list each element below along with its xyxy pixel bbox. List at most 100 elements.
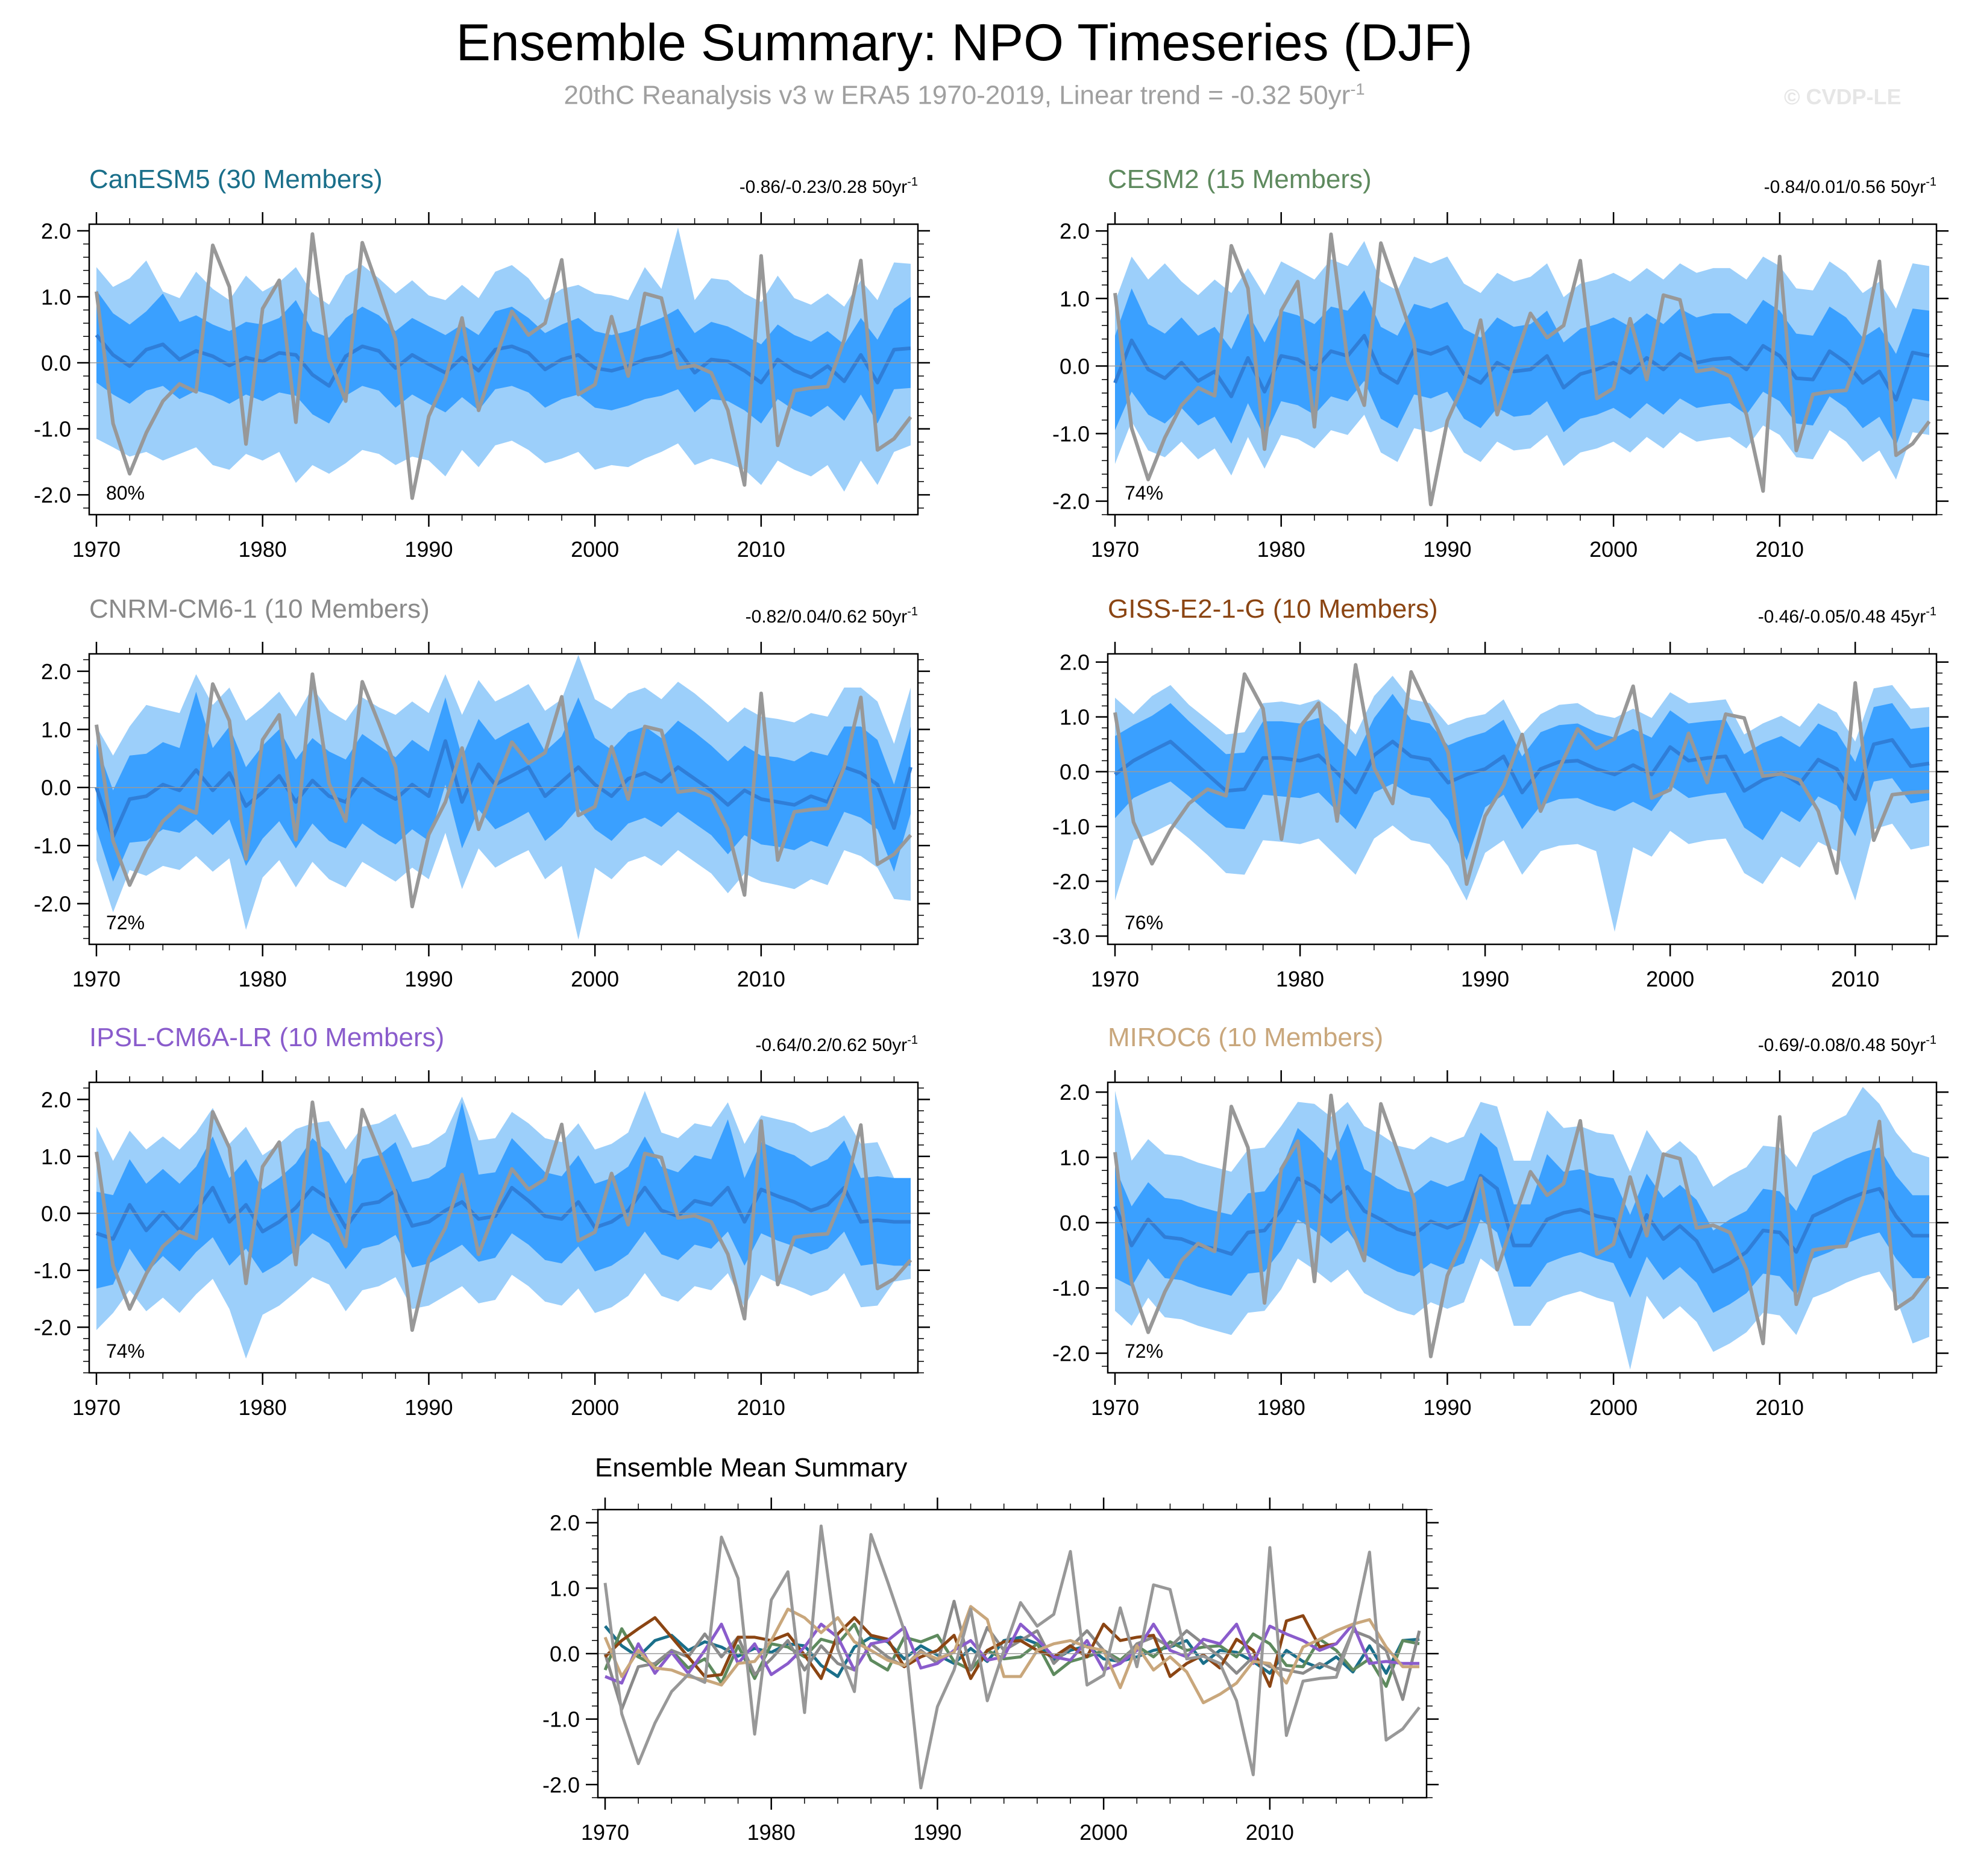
x-tick-label: 1970	[72, 537, 121, 562]
y-tick-label: 0.0	[1060, 354, 1090, 378]
page-title: Ensemble Summary: NPO Timeseries (DJF)	[456, 14, 1473, 72]
inner-percentile-band	[1115, 694, 1929, 861]
x-tick-label: 1980	[239, 1395, 287, 1420]
trend-label: -0.46/-0.05/0.48 45yr-1	[1758, 605, 1936, 627]
x-tick-label: 2000	[1646, 967, 1694, 991]
observed-line	[1113, 663, 1930, 886]
x-tick-label: 1970	[1091, 537, 1139, 562]
y-tick-label: 2.0	[41, 659, 71, 684]
percent-label: 72%	[1125, 1340, 1163, 1362]
observed-line	[95, 672, 912, 909]
y-tick-label: -2.0	[34, 892, 71, 917]
y-tick-label: 1.0	[1060, 705, 1090, 730]
x-tick-label: 2010	[737, 537, 785, 562]
x-tick-label: 2010	[737, 1395, 785, 1420]
y-tick-label: 2.0	[550, 1511, 580, 1536]
copyright-watermark: © CVDP-LE	[1784, 84, 1902, 109]
trend-label: -0.64/0.2/0.62 50yr-1	[755, 1034, 918, 1055]
y-tick-label: 2.0	[41, 1087, 71, 1112]
y-tick-label: -1.0	[1052, 814, 1090, 839]
series-line-cesm2	[603, 1622, 1420, 1688]
y-tick-label: -2.0	[542, 1772, 580, 1797]
observed-line	[1113, 232, 1931, 507]
y-tick-label: 0.0	[1060, 760, 1090, 785]
y-tick-label: 2.0	[1060, 1080, 1090, 1105]
x-tick-label: 1980	[1276, 967, 1324, 991]
trend-label: -0.84/0.01/0.56 50yr-1	[1764, 175, 1936, 197]
y-tick-label: 1.0	[41, 1144, 71, 1169]
series-line-20thc-reanalysis-v3-w-era5	[603, 1524, 1421, 1790]
y-tick-label: -2.0	[1052, 869, 1090, 894]
y-tick-label: -2.0	[34, 483, 71, 507]
x-tick-label: 1980	[747, 1820, 796, 1845]
panel-7: Ensemble Mean Summary2.01.00.0-1.0-2.019…	[542, 1453, 1439, 1845]
trend-superscript: -1	[907, 1034, 918, 1047]
y-tick-label: -1.0	[34, 1258, 71, 1283]
x-tick-label: 1980	[1257, 1395, 1305, 1420]
observed-line	[95, 232, 912, 500]
x-tick-label: 2000	[571, 537, 619, 562]
y-tick-label: 0.0	[41, 776, 71, 800]
x-tick-label: 2000	[571, 1395, 619, 1420]
inner-percentile-band	[1115, 288, 1929, 446]
ensemble-mean-line	[96, 1185, 911, 1241]
series-line-cnrm-cm6-1	[603, 1599, 1421, 1711]
y-tick-label: 1.0	[1060, 1146, 1090, 1170]
panel-2: CESM2 (15 Members) -0.84/0.01/0.56 50yr-1…	[1052, 165, 1949, 562]
x-tick-label: 1970	[1091, 967, 1139, 991]
trend-label: -0.86/-0.23/0.28 50yr-1	[740, 175, 918, 197]
percent-label: 74%	[1125, 482, 1163, 504]
x-tick-label: 2010	[1756, 537, 1804, 562]
inner-percentile-band	[96, 691, 911, 882]
trend-superscript: -1	[1926, 1034, 1936, 1047]
percent-label: 76%	[1125, 912, 1163, 933]
trend-superscript: -1	[907, 175, 918, 189]
percent-label: 80%	[106, 482, 145, 504]
series-line-giss-e2-1-g	[604, 1614, 1337, 1688]
trend-label: -0.82/0.04/0.62 50yr-1	[746, 605, 918, 627]
panel-1: CanESM5 (30 Members) -0.86/-0.23/0.28 50y…	[34, 165, 930, 562]
ensemble-mean-line	[95, 334, 911, 388]
y-tick-label: -1.0	[542, 1707, 580, 1732]
y-tick-label: -1.0	[1052, 421, 1090, 446]
panel-title: IPSL-CM6A-LR (10 Members)	[89, 1023, 444, 1052]
y-tick-label: -1.0	[1052, 1276, 1090, 1300]
ensemble-mean-line	[1113, 1173, 1929, 1274]
panel-6: MIROC6 (10 Members) -0.69/-0.08/0.48 50yr…	[1052, 1023, 1949, 1420]
y-tick-label: -3.0	[1052, 924, 1090, 949]
observed-line	[1113, 1093, 1931, 1358]
panel-title: MIROC6 (10 Members)	[1108, 1023, 1383, 1052]
y-tick-label: 0.0	[1060, 1211, 1090, 1235]
x-tick-label: 1990	[404, 537, 453, 562]
x-tick-label: 1990	[404, 1395, 453, 1420]
y-tick-label: -2.0	[1052, 489, 1090, 514]
trend-superscript: -1	[907, 605, 918, 618]
x-tick-label: 2010	[1246, 1820, 1294, 1845]
series-line-miroc6	[603, 1605, 1419, 1704]
x-tick-label: 1970	[72, 967, 121, 991]
y-tick-label: 2.0	[1060, 650, 1090, 675]
plot-frame	[1107, 223, 1938, 516]
subtitle-text: 20thC Reanalysis v3 w ERA5 1970-2019, Li…	[564, 80, 1351, 110]
panel-title: GISS-E2-1-G (10 Members)	[1108, 594, 1438, 624]
x-tick-label: 2010	[1756, 1395, 1804, 1420]
y-tick-label: 0.0	[41, 1201, 71, 1226]
panel-4: GISS-E2-1-G (10 Members) -0.46/-0.05/0.48…	[1052, 594, 1949, 991]
panel-title: CNRM-CM6-1 (10 Members)	[89, 594, 430, 624]
plot-frame	[1107, 1081, 1938, 1374]
percent-label: 72%	[106, 912, 145, 933]
x-tick-label: 2000	[1589, 537, 1638, 562]
subtitle-superscript: -1	[1350, 80, 1365, 98]
panel-5: IPSL-CM6A-LR (10 Members) -0.64/0.2/0.62 …	[34, 1023, 930, 1420]
x-tick-label: 1970	[72, 1395, 121, 1420]
plot-frame	[88, 1081, 919, 1374]
y-tick-label: 1.0	[1060, 286, 1090, 311]
y-tick-label: -2.0	[1052, 1341, 1090, 1366]
x-tick-label: 2010	[737, 967, 785, 991]
trend-superscript: -1	[1926, 175, 1936, 189]
x-tick-label: 1980	[239, 537, 287, 562]
y-tick-label: 1.0	[550, 1576, 580, 1601]
ensemble-mean-line	[1113, 334, 1930, 402]
ensemble-mean-line	[1114, 738, 1930, 801]
y-tick-label: 0.0	[550, 1642, 580, 1666]
